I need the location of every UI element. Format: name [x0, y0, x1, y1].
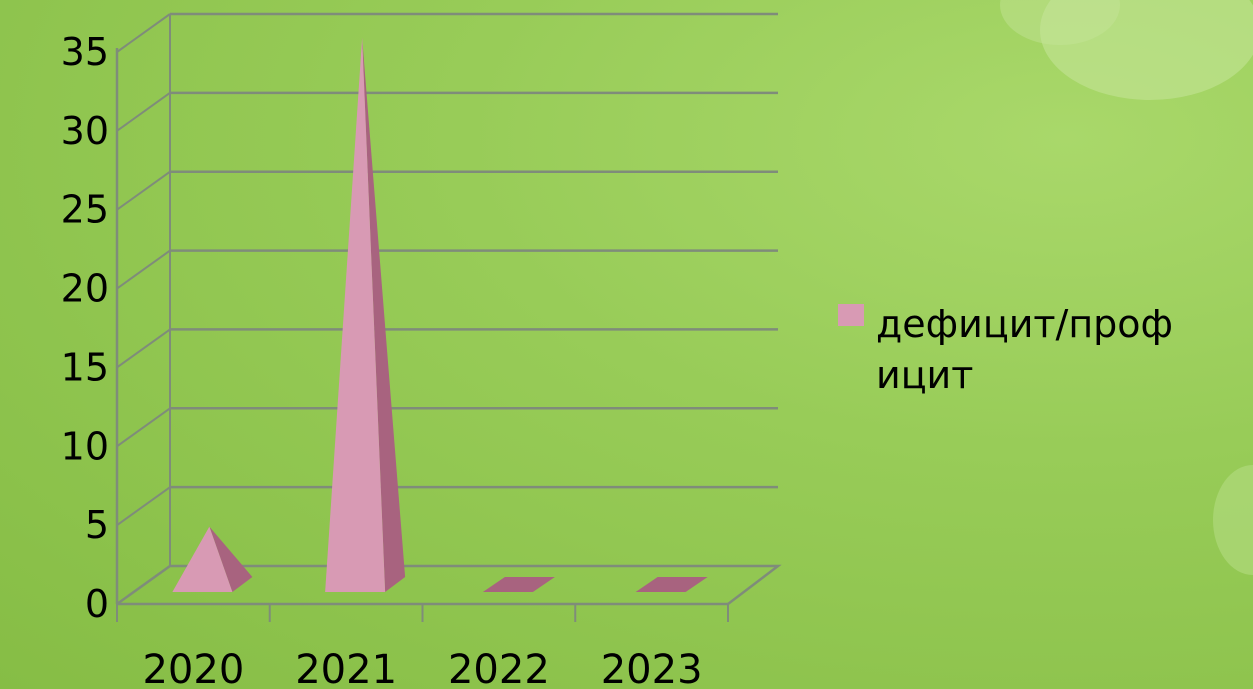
legend: дефицит/проф ицит: [838, 302, 1173, 397]
y-tick-label: 35: [61, 30, 109, 74]
x-tick-label: 2023: [601, 647, 703, 689]
legend-swatch: [838, 304, 864, 326]
y-tick-label: 30: [61, 109, 109, 153]
y-axis-labels: 0 5 10 15 20 25 30 35: [61, 30, 109, 626]
gridline-diagonal: [116, 407, 171, 448]
chart-gridlines: [116, 12, 782, 606]
bar-2022: [482, 577, 555, 592]
x-tick-label: 2021: [295, 647, 397, 689]
bar-base: [635, 577, 708, 592]
x-axis: [115, 48, 729, 622]
bar-2023: [635, 577, 708, 592]
y-tick-label: 25: [61, 188, 109, 232]
decor-blob-top: [1040, 0, 1253, 100]
y-tick-label: 15: [61, 345, 109, 389]
bar-2020: [172, 526, 253, 592]
x-tick-label: 2020: [142, 647, 244, 689]
decor-blob-right: [1213, 465, 1253, 575]
x-axis-labels: 2020 2021 2022 2023: [142, 647, 702, 689]
bar-base: [482, 577, 555, 592]
bar-front-face: [172, 526, 233, 592]
bar-side-face: [362, 37, 406, 593]
decor-blob-top-small: [1000, 0, 1120, 45]
gridline-diagonal: [116, 249, 171, 290]
y-tick-label: 20: [61, 267, 109, 311]
legend-label-line-1: дефицит/проф: [876, 302, 1173, 346]
gridline-diagonal: [116, 13, 171, 53]
bar-side-face: [209, 526, 253, 592]
bar-2021: [325, 37, 406, 593]
bar-front-face: [325, 37, 386, 593]
x-tick-label: 2022: [448, 647, 550, 689]
background-decoration: [1000, 0, 1253, 575]
floor-outline: [116, 564, 782, 606]
chart-bars: [172, 37, 708, 593]
gridline-diagonal: [116, 486, 171, 526]
y-tick-label: 10: [61, 424, 109, 468]
gridline-diagonal: [116, 328, 171, 369]
y-tick-label: 5: [85, 503, 109, 547]
gridline-diagonal: [116, 170, 171, 211]
y-tick-label: 0: [85, 582, 109, 626]
gridline-diagonal: [116, 92, 171, 132]
legend-label-line-2: ицит: [876, 353, 973, 397]
